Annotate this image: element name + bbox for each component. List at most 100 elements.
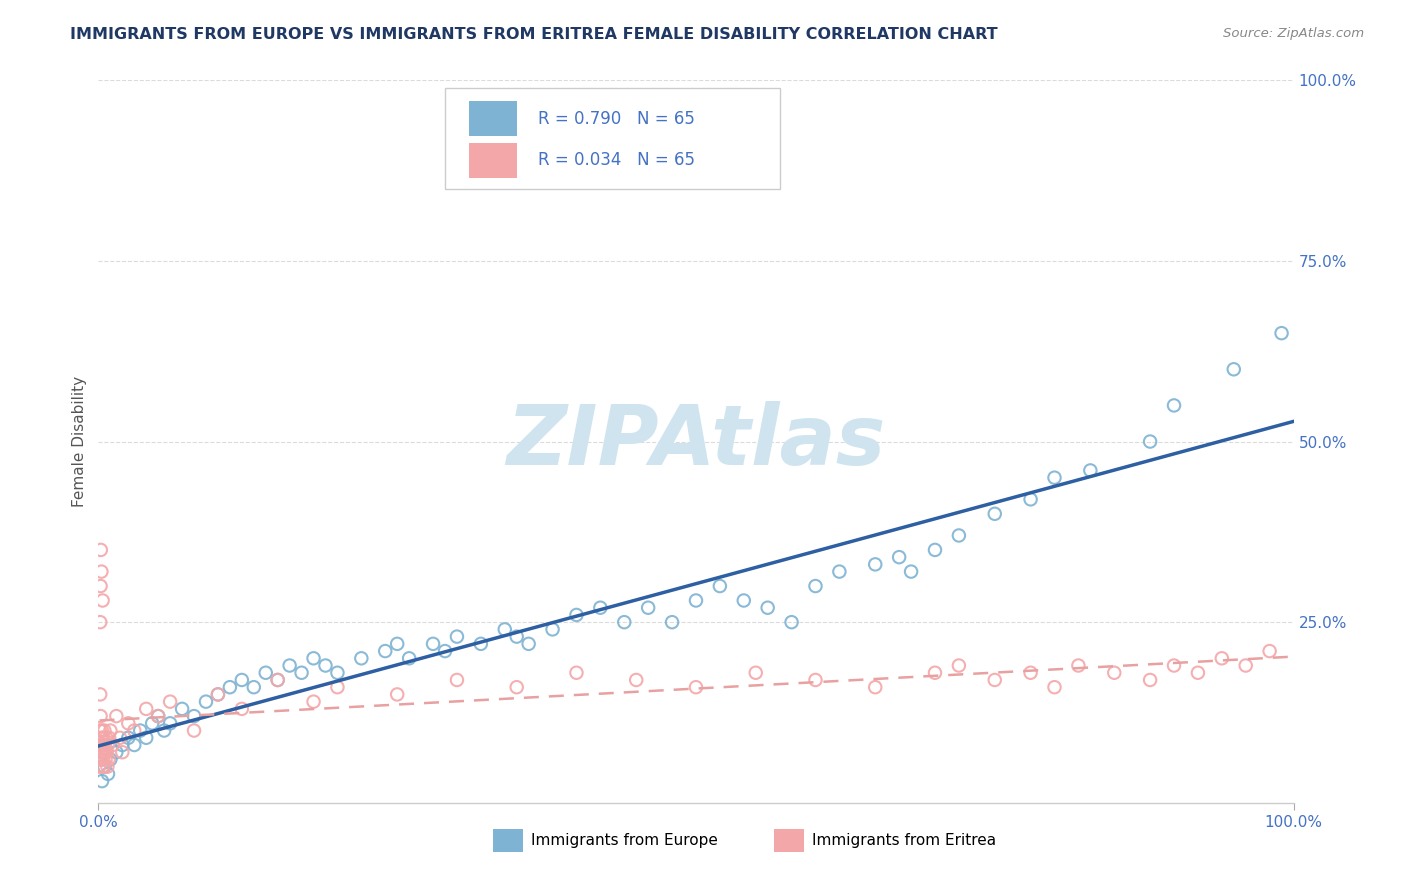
- Text: Immigrants from Eritrea: Immigrants from Eritrea: [811, 833, 995, 848]
- Point: [87, 760, 110, 774]
- Point: [89, 687, 111, 701]
- Point: [1258, 644, 1281, 658]
- Point: [90, 709, 112, 723]
- Point: [1067, 658, 1090, 673]
- Point: [90, 565, 112, 579]
- Text: R = 0.790   N = 65: R = 0.790 N = 65: [538, 110, 695, 128]
- Point: [105, 709, 128, 723]
- Point: [1019, 492, 1042, 507]
- Point: [89, 615, 111, 630]
- Point: [326, 665, 349, 680]
- Point: [89, 752, 111, 766]
- Point: [159, 695, 181, 709]
- Point: [93, 745, 115, 759]
- Point: [374, 644, 396, 658]
- Point: [98, 752, 122, 766]
- Point: [195, 695, 218, 709]
- Point: [446, 630, 468, 644]
- Point: [183, 709, 205, 723]
- Point: [94, 752, 117, 766]
- Point: [267, 673, 290, 687]
- Point: [148, 709, 170, 723]
- Point: [506, 630, 529, 644]
- Point: [207, 687, 229, 701]
- Point: [254, 665, 277, 680]
- Point: [626, 673, 648, 687]
- Point: [315, 658, 337, 673]
- Point: [733, 593, 755, 607]
- Point: [291, 665, 314, 680]
- Point: [350, 651, 373, 665]
- Point: [506, 680, 529, 694]
- Point: [804, 673, 827, 687]
- Text: ZIPAtlas: ZIPAtlas: [506, 401, 886, 482]
- Point: [117, 716, 139, 731]
- Point: [434, 644, 457, 658]
- Point: [422, 637, 444, 651]
- Point: [153, 723, 176, 738]
- FancyBboxPatch shape: [470, 143, 517, 178]
- Point: [90, 745, 112, 759]
- Point: [89, 738, 111, 752]
- Point: [984, 507, 1007, 521]
- Point: [129, 723, 152, 738]
- Point: [948, 528, 970, 542]
- Point: [924, 542, 946, 557]
- Point: [90, 738, 112, 752]
- Point: [219, 680, 242, 694]
- Point: [661, 615, 683, 630]
- Point: [565, 607, 588, 622]
- Point: [124, 723, 146, 738]
- Point: [98, 731, 121, 745]
- Point: [1019, 665, 1042, 680]
- Point: [541, 623, 564, 637]
- Point: [984, 673, 1007, 687]
- Point: [93, 723, 115, 738]
- Point: [96, 731, 118, 745]
- FancyBboxPatch shape: [446, 87, 780, 189]
- Point: [1043, 471, 1066, 485]
- Point: [494, 623, 516, 637]
- Point: [385, 687, 409, 701]
- Point: [91, 723, 114, 738]
- Point: [756, 600, 779, 615]
- Point: [91, 593, 114, 607]
- Point: [93, 760, 115, 774]
- Point: [889, 550, 911, 565]
- Point: [89, 723, 111, 738]
- Point: [97, 767, 120, 781]
- Point: [780, 615, 803, 630]
- Point: [148, 709, 170, 723]
- Point: [1271, 326, 1294, 341]
- Point: [90, 579, 112, 593]
- Point: [141, 716, 163, 731]
- Point: [231, 702, 253, 716]
- Point: [96, 760, 118, 774]
- Point: [97, 738, 120, 752]
- Point: [828, 565, 851, 579]
- Point: [865, 558, 887, 572]
- Point: [1163, 398, 1185, 412]
- Point: [108, 731, 131, 745]
- Point: [924, 665, 946, 680]
- Point: [96, 745, 118, 759]
- Point: [1234, 658, 1257, 673]
- Point: [91, 752, 114, 766]
- Point: [865, 680, 887, 694]
- Point: [278, 658, 301, 673]
- Point: [302, 651, 325, 665]
- Point: [685, 593, 707, 607]
- Point: [804, 579, 827, 593]
- Point: [93, 738, 115, 752]
- Point: [517, 637, 540, 651]
- Point: [709, 579, 731, 593]
- Point: [111, 738, 134, 752]
- Point: [398, 651, 420, 665]
- FancyBboxPatch shape: [773, 829, 804, 852]
- Point: [1187, 665, 1209, 680]
- Point: [97, 752, 120, 766]
- Text: IMMIGRANTS FROM EUROPE VS IMMIGRANTS FROM ERITREA FEMALE DISABILITY CORRELATION : IMMIGRANTS FROM EUROPE VS IMMIGRANTS FRO…: [70, 27, 998, 42]
- Point: [637, 600, 659, 615]
- Point: [385, 637, 409, 651]
- Point: [745, 665, 768, 680]
